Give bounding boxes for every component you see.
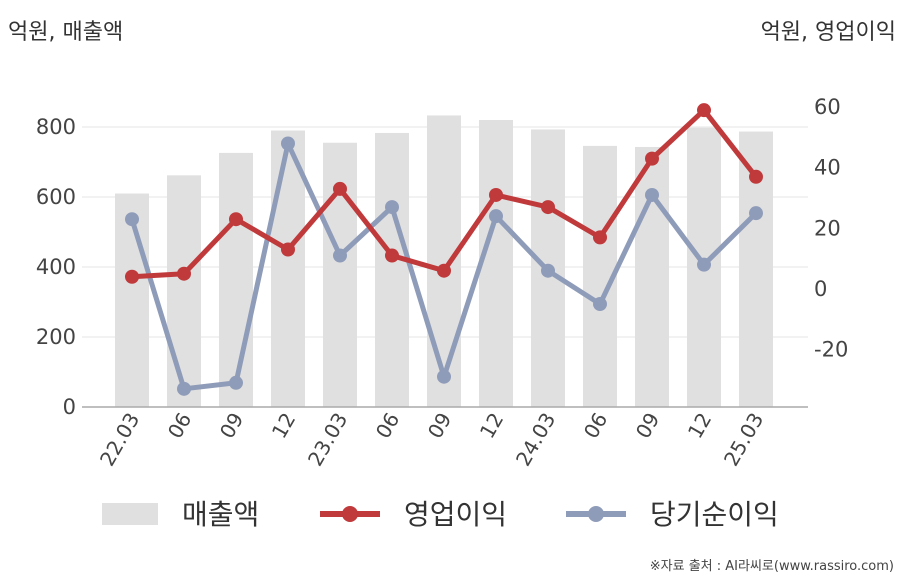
point-당기순이익	[333, 248, 347, 263]
right-tick-label: 20	[814, 216, 841, 240]
point-영업이익	[385, 248, 399, 263]
x-tick-label: 24.03	[511, 409, 560, 471]
point-당기순이익	[177, 381, 191, 396]
legend-marker-영업이익	[342, 506, 358, 522]
point-영업이익	[541, 200, 555, 215]
x-tick-label: 22.03	[95, 409, 144, 471]
left-tick-label: 600	[36, 185, 76, 209]
bar-매출액	[375, 132, 409, 407]
point-당기순이익	[281, 136, 295, 151]
x-tick-label: 09	[631, 409, 665, 443]
source-note: ※자료 출처 : AI라씨로(www.rassiro.com)	[649, 559, 894, 574]
point-당기순이익	[645, 187, 659, 202]
bar-매출액	[167, 175, 201, 407]
point-영업이익	[593, 230, 607, 245]
point-영업이익	[697, 103, 711, 118]
legend-label-당기순이익: 당기순이익	[650, 498, 779, 531]
point-영업이익	[437, 263, 451, 278]
point-영업이익	[177, 266, 191, 281]
right-axis-unit: 억원, 영업이익	[760, 20, 896, 45]
x-tick-label: 06	[579, 409, 613, 443]
point-당기순이익	[593, 297, 607, 312]
point-당기순이익	[229, 375, 243, 390]
legend-marker-당기순이익	[588, 506, 604, 522]
x-tick-label: 09	[423, 409, 457, 443]
point-당기순이익	[385, 200, 399, 215]
point-영업이익	[125, 269, 139, 284]
x-tick-label: 12	[267, 409, 301, 443]
point-영업이익	[333, 181, 347, 196]
right-tick-label: 0	[814, 277, 827, 301]
point-영업이익	[281, 242, 295, 257]
left-axis-unit: 억원, 매출액	[8, 20, 124, 45]
point-당기순이익	[489, 209, 503, 224]
left-tick-label: 0	[63, 395, 76, 419]
bar-매출액	[479, 120, 513, 407]
x-tick-label: 12	[475, 409, 509, 443]
x-tick-label: 09	[215, 409, 249, 443]
x-tick-label: 12	[683, 409, 717, 443]
left-tick-label: 400	[36, 255, 76, 279]
left-tick-label: 200	[36, 325, 76, 349]
bar-매출액	[115, 193, 149, 407]
point-당기순이익	[125, 212, 139, 227]
x-tick-label: 25.03	[719, 409, 768, 471]
point-당기순이익	[437, 369, 451, 384]
right-tick-label: 40	[814, 156, 841, 180]
bar-매출액	[219, 152, 253, 407]
x-tick-label: 06	[371, 409, 405, 443]
legend-label-매출액: 매출액	[182, 498, 259, 531]
bar-매출액	[635, 146, 669, 407]
point-영업이익	[489, 187, 503, 202]
legend-label-영업이익: 영업이익	[404, 498, 507, 531]
x-tick-label: 23.03	[303, 409, 352, 471]
point-당기순이익	[541, 263, 555, 278]
point-영업이익	[749, 169, 763, 184]
bar-매출액	[427, 115, 461, 407]
point-당기순이익	[697, 257, 711, 272]
bar-매출액	[271, 130, 305, 407]
left-tick-label: 800	[36, 115, 76, 139]
right-tick-label: -20	[814, 337, 848, 361]
point-당기순이익	[749, 206, 763, 221]
right-tick-label: 60	[814, 95, 841, 119]
point-영업이익	[229, 212, 243, 227]
x-tick-label: 06	[163, 409, 197, 443]
legend-swatch-매출액	[102, 503, 158, 525]
point-영업이익	[645, 151, 659, 166]
